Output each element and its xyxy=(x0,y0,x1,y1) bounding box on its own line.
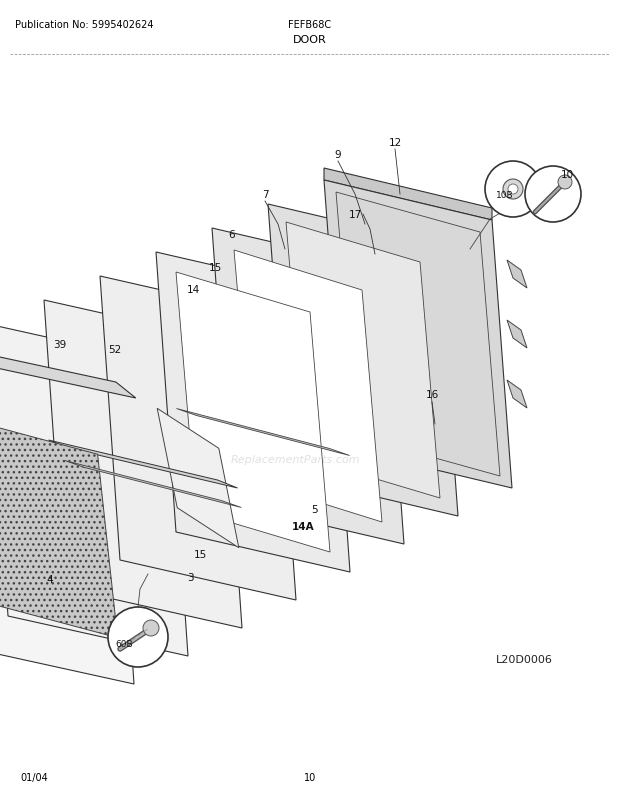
Text: Publication No: 5995402624: Publication No: 5995402624 xyxy=(15,20,154,30)
Polygon shape xyxy=(157,409,239,548)
Polygon shape xyxy=(0,415,118,638)
Polygon shape xyxy=(507,261,527,289)
Polygon shape xyxy=(212,229,404,545)
Polygon shape xyxy=(286,223,440,498)
Polygon shape xyxy=(507,380,527,408)
Text: 17: 17 xyxy=(348,210,361,220)
Text: 52: 52 xyxy=(108,345,122,354)
Text: 5: 5 xyxy=(312,504,318,514)
Text: L20D0006: L20D0006 xyxy=(495,654,552,664)
Polygon shape xyxy=(324,168,492,221)
Text: 4: 4 xyxy=(46,574,53,585)
Polygon shape xyxy=(268,205,458,516)
Text: 7: 7 xyxy=(262,190,268,200)
Polygon shape xyxy=(156,253,350,573)
Text: DOOR: DOOR xyxy=(293,35,327,45)
Polygon shape xyxy=(100,277,296,600)
Text: 14A: 14A xyxy=(291,521,314,532)
Text: 16: 16 xyxy=(425,390,438,399)
Text: 9: 9 xyxy=(335,150,342,160)
Polygon shape xyxy=(0,342,136,399)
Text: 12: 12 xyxy=(388,138,402,148)
Polygon shape xyxy=(64,461,241,508)
Text: 01/04: 01/04 xyxy=(20,772,48,782)
Text: 15: 15 xyxy=(193,549,206,559)
Polygon shape xyxy=(0,325,188,656)
Text: 39: 39 xyxy=(53,339,66,350)
Polygon shape xyxy=(176,273,330,553)
Text: 3: 3 xyxy=(187,573,193,582)
Text: 10: 10 xyxy=(561,170,574,180)
Polygon shape xyxy=(507,321,527,349)
Text: 10B: 10B xyxy=(496,191,514,200)
Polygon shape xyxy=(234,251,382,522)
Circle shape xyxy=(503,180,523,200)
Circle shape xyxy=(485,162,541,217)
Polygon shape xyxy=(324,180,512,488)
Circle shape xyxy=(143,620,159,636)
Text: 14: 14 xyxy=(187,285,200,294)
Text: 60B: 60B xyxy=(115,640,133,649)
Text: FEFB68C: FEFB68C xyxy=(288,20,332,30)
Circle shape xyxy=(108,607,168,667)
Circle shape xyxy=(525,167,581,223)
Text: 10: 10 xyxy=(304,772,316,782)
Polygon shape xyxy=(177,409,350,456)
Text: 6: 6 xyxy=(229,229,236,240)
Polygon shape xyxy=(44,301,242,628)
Circle shape xyxy=(558,176,572,190)
Polygon shape xyxy=(0,349,134,684)
Polygon shape xyxy=(48,440,237,488)
Circle shape xyxy=(508,184,518,195)
Text: ReplacementParts.com: ReplacementParts.com xyxy=(230,455,360,464)
Text: 15: 15 xyxy=(208,263,221,273)
